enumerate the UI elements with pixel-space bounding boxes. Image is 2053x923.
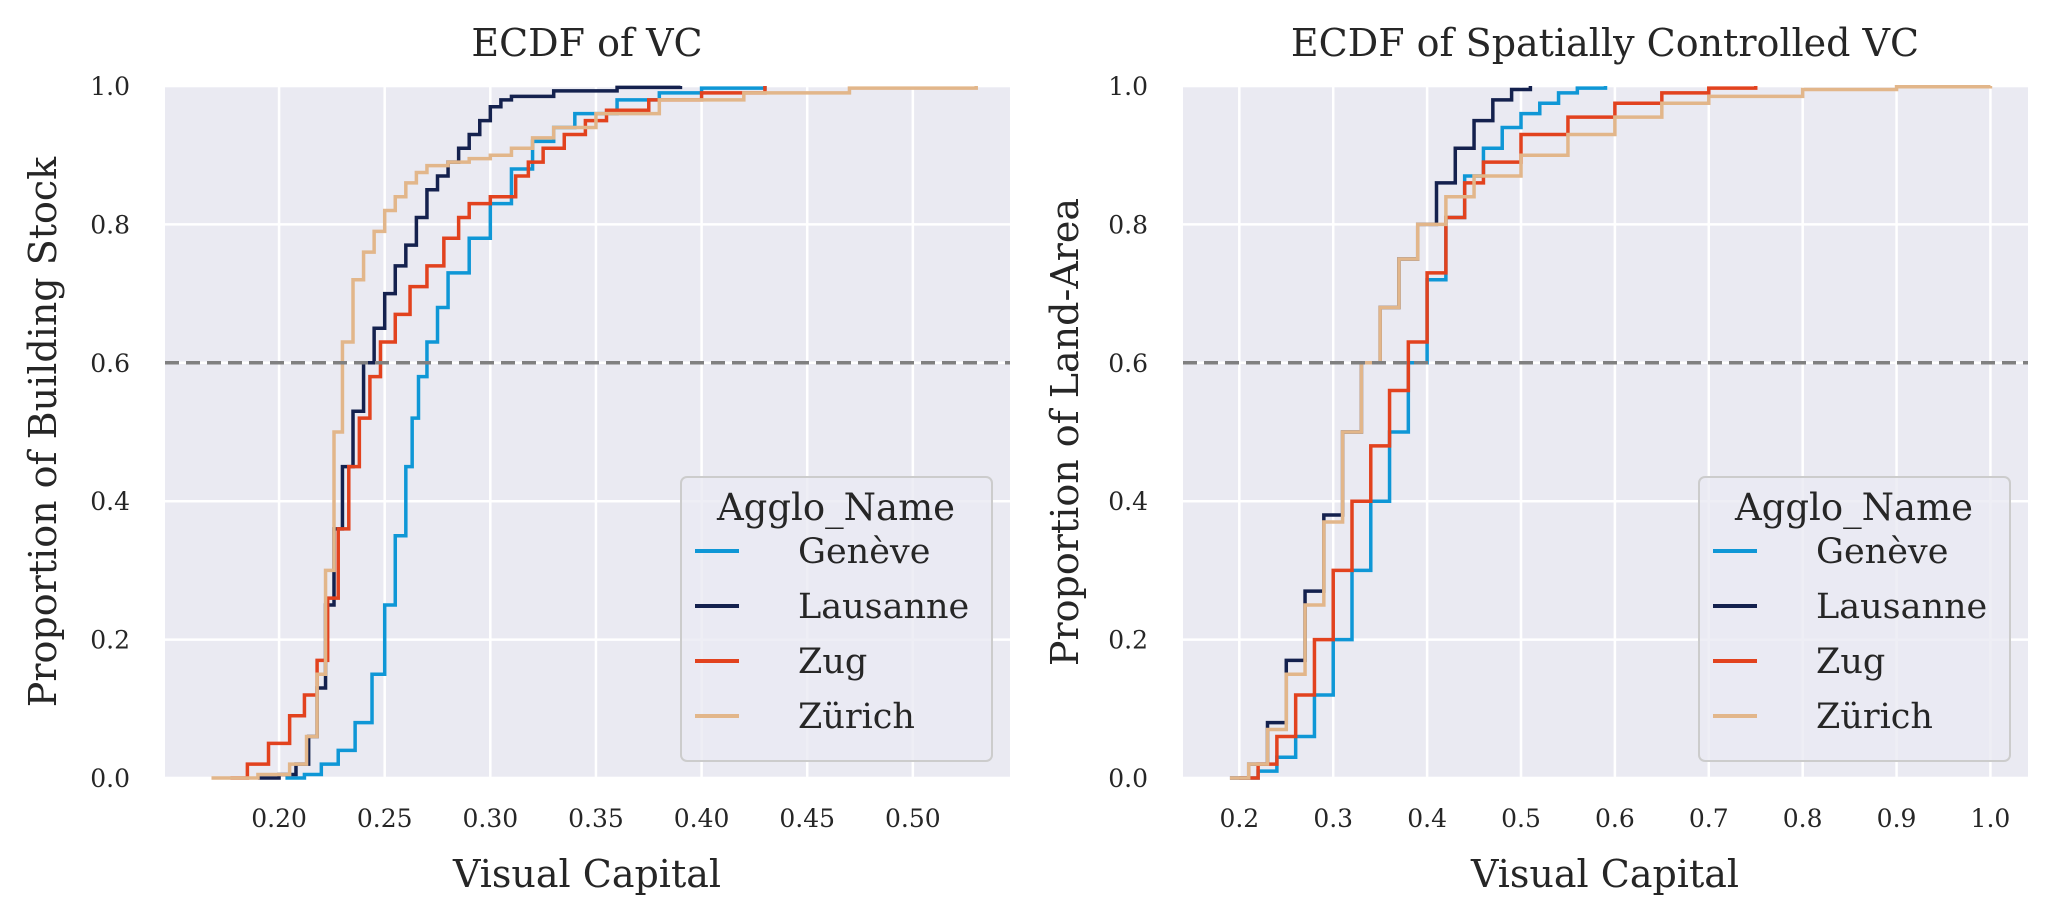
series-line-zurich — [211, 86, 978, 780]
y-tick-label: 1.0 — [90, 72, 130, 101]
legend-label-zurich: Zürich — [1816, 697, 1933, 737]
x-tick-label: 0.30 — [462, 804, 518, 833]
y-tick-label: 0.2 — [90, 626, 130, 655]
y-tick-label: 0.8 — [90, 210, 130, 239]
x-axis-label: Visual Capital — [1470, 852, 1739, 896]
legend: Agglo_Name Genève Lausanne Zug Zürich — [1698, 476, 2011, 762]
y-tick-labels: 0.0 0.2 0.4 0.6 0.8 1.0 — [90, 72, 130, 793]
legend-entries: Genève Lausanne Zug Zürich — [1713, 532, 1987, 737]
series-line-zug — [1239, 86, 1758, 780]
legend-label-lausanne: Lausanne — [798, 587, 969, 627]
legend-label-zug: Zug — [1816, 642, 1885, 682]
y-tick-label: 0.4 — [1108, 487, 1148, 516]
x-tick-label: 0.6 — [1595, 804, 1635, 833]
series-line-geneve — [285, 86, 767, 780]
y-tick-label: 0.2 — [1108, 626, 1148, 655]
legend-entries: Genève Lausanne Zug Zürich — [695, 532, 969, 737]
y-tick-label: 0.0 — [90, 764, 130, 793]
chart-title: ECDF of Spatially Controlled VC — [1291, 21, 1919, 65]
x-tick-label: 0.9 — [1877, 804, 1917, 833]
y-tick-label: 0.6 — [1108, 349, 1148, 378]
y-tick-label: 0.6 — [90, 349, 130, 378]
legend: Agglo_Name Genève Lausanne Zug Zürich — [680, 476, 993, 762]
legend-box — [680, 476, 993, 762]
legend-label-zurich: Zürich — [798, 697, 915, 737]
x-tick-label: 0.7 — [1689, 804, 1729, 833]
x-tick-label: 0.8 — [1783, 804, 1823, 833]
chart-title: ECDF of VC — [471, 21, 702, 65]
x-tick-label: 0.2 — [1219, 804, 1259, 833]
y-axis-label: Proportion of Building Stock — [21, 156, 65, 707]
legend-box — [1698, 476, 2011, 762]
x-tick-label: 0.25 — [357, 804, 413, 833]
legend-label-geneve: Genève — [798, 532, 930, 572]
x-tick-label: 0.35 — [568, 804, 624, 833]
legend-title: Agglo_Name — [716, 486, 955, 530]
y-tick-labels: 0.0 0.2 0.4 0.6 0.8 1.0 — [1108, 72, 1148, 793]
x-tick-label: 0.50 — [885, 804, 941, 833]
x-tick-label: 0.4 — [1407, 804, 1447, 833]
legend-label-geneve: Genève — [1816, 532, 1948, 572]
series-line-zurich — [1229, 84, 1993, 780]
x-tick-label: 0.45 — [779, 804, 835, 833]
x-axis-label: Visual Capital — [452, 852, 721, 896]
legend-label-zug: Zug — [798, 642, 867, 682]
x-tick-label: 0.5 — [1501, 804, 1541, 833]
x-tick-labels: 0.2 0.3 0.4 0.5 0.6 0.7 0.8 0.9 1.0 — [1219, 804, 2010, 833]
x-tick-label: 0.3 — [1313, 804, 1353, 833]
panel-ecdf-spatial-vc: 0.2 0.3 0.4 0.5 0.6 0.7 0.8 0.9 1.0 0.0 0.2 0.4 0.6… — [1043, 21, 2028, 896]
y-axis-label: Proportion of Land-Area — [1043, 198, 1087, 666]
legend-title: Agglo_Name — [1734, 486, 1973, 530]
panel-ecdf-vc: 0.20 0.25 0.30 0.35 0.40 0.45 0.50 0.00.20.40.… — [21, 21, 1010, 896]
y-tick-label: 0.8 — [1108, 210, 1148, 239]
x-tick-label: 1.0 — [1971, 804, 2011, 833]
y-tick-label: 0.0 — [1108, 764, 1148, 793]
x-tick-label: 0.40 — [674, 804, 730, 833]
series-lines — [211, 85, 978, 780]
legend-label-lausanne: Lausanne — [1816, 587, 1987, 627]
y-tick-label: 0.4 — [90, 487, 130, 516]
series-line-lausanne — [257, 85, 683, 780]
x-tick-label: 0.20 — [251, 804, 307, 833]
x-tick-labels: 0.20 0.25 0.30 0.35 0.40 0.45 0.50 — [251, 804, 940, 833]
y-tick-label: 1.0 — [1108, 72, 1148, 101]
